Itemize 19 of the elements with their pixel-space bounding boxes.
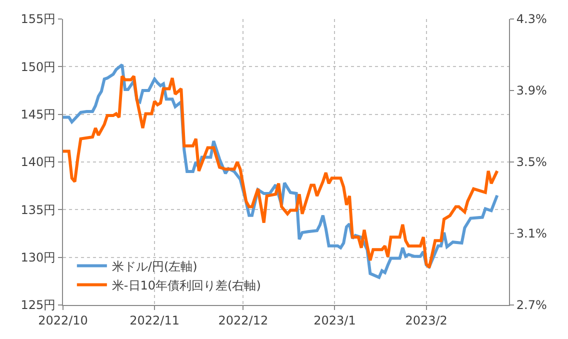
x-tick-label: 2023/2 [405,313,448,328]
y-tick-label: 150円 [20,60,56,74]
x-tick-label: 2022/10 [38,313,88,328]
y-tick-label: 135円 [20,202,56,217]
y-tick-label: 155円 [20,12,56,26]
legend-label: 米ドル/円(左軸) [112,259,198,274]
x-tick-label: 2023/1 [314,313,356,328]
y2-tick-label: 4.3% [516,12,547,26]
y2-tick-label: 3.1% [516,226,547,241]
y-tick-label: 125円 [20,298,56,312]
x-tick-label: 2022/11 [130,313,180,328]
legend-label: 米-日10年債利回り差(右軸) [112,278,261,292]
x-tick-label: 2022/12 [218,313,268,328]
y-tick-label: 140円 [20,155,56,170]
y-tick-label: 145円 [20,108,56,122]
y2-tick-label: 2.7% [516,298,547,312]
y2-tick-label: 3.5% [516,155,547,170]
y2-tick-label: 3.9% [516,84,547,98]
y-tick-label: 130円 [20,250,56,265]
